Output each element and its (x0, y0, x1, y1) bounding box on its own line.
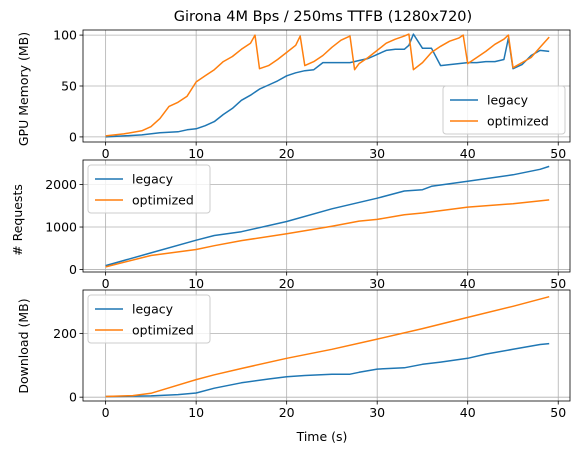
chart-title: Girona 4M Bps / 250ms TTFB (1280x720) (174, 9, 472, 25)
axes-frame (82, 159, 571, 273)
legend-label-optimized: optimized (132, 323, 194, 338)
y-axis-label-gpu-memory: GPU Memory (MB) (16, 32, 31, 146)
x-tick-label: 20 (279, 405, 295, 420)
legend: legacy optimized (87, 294, 211, 344)
x-tick-label: 20 (279, 146, 295, 161)
legend-label-legacy: legacy (132, 172, 174, 187)
y-tick-label: 0 (69, 390, 77, 405)
x-tick-label: 0 (102, 276, 110, 291)
x-tick-label: 40 (460, 276, 476, 291)
x-tick-label: 0 (102, 146, 110, 161)
x-tick-label: 50 (550, 405, 566, 420)
series-line-legacy (105, 33, 550, 138)
series-line-legacy (105, 165, 550, 267)
legend-label-legacy: legacy (132, 302, 174, 317)
y-tick-label: 0 (69, 129, 77, 144)
x-tick-label: 30 (369, 276, 385, 291)
panel-requests: 0 10 20 30 40 50 0 1000 2000 legacy optimized (45, 159, 571, 291)
x-tick-label: 30 (369, 146, 385, 161)
x-tick-label: 10 (188, 276, 204, 291)
legend-label-legacy: legacy (487, 93, 529, 108)
panel-download: 0 10 20 30 40 50 0 200 legacy optimized (53, 289, 571, 420)
panel-gpu-memory: 0 10 20 30 40 50 0 50 100 legacy optimized (53, 28, 571, 161)
x-tick-label: 40 (460, 146, 476, 161)
x-tick-label: 10 (188, 146, 204, 161)
x-tick-label: 10 (188, 405, 204, 420)
legend-box (87, 294, 211, 344)
y-axis-label-download: Download (MB) (16, 298, 31, 393)
series-line-optimized (105, 295, 550, 398)
legend: legacy optimized (442, 85, 566, 135)
legend-box (442, 85, 566, 135)
x-tick-label: 0 (102, 405, 110, 420)
x-tick-label: 30 (369, 405, 385, 420)
series-line-optimized (105, 33, 550, 137)
y-tick-label: 1000 (45, 220, 77, 235)
series-line-legacy (105, 342, 550, 398)
legend-box (87, 164, 211, 214)
x-tick-label: 20 (279, 276, 295, 291)
legend-label-optimized: optimized (132, 193, 194, 208)
y-tick-label: 0 (69, 262, 77, 277)
series-line-optimized (105, 199, 550, 268)
y-tick-label: 100 (53, 28, 77, 43)
axes-frame (82, 289, 571, 402)
y-tick-label: 50 (61, 79, 77, 94)
x-tick-label: 50 (550, 146, 566, 161)
y-axis-label-requests: # Requests (10, 184, 25, 256)
legend: legacy optimized (87, 164, 211, 214)
x-tick-label: 40 (460, 405, 476, 420)
y-tick-label: 200 (53, 326, 77, 341)
x-tick-label: 50 (550, 276, 566, 291)
y-tick-label: 2000 (45, 177, 77, 192)
legend-label-optimized: optimized (487, 114, 549, 129)
x-axis-label: Time (s) (296, 429, 348, 444)
